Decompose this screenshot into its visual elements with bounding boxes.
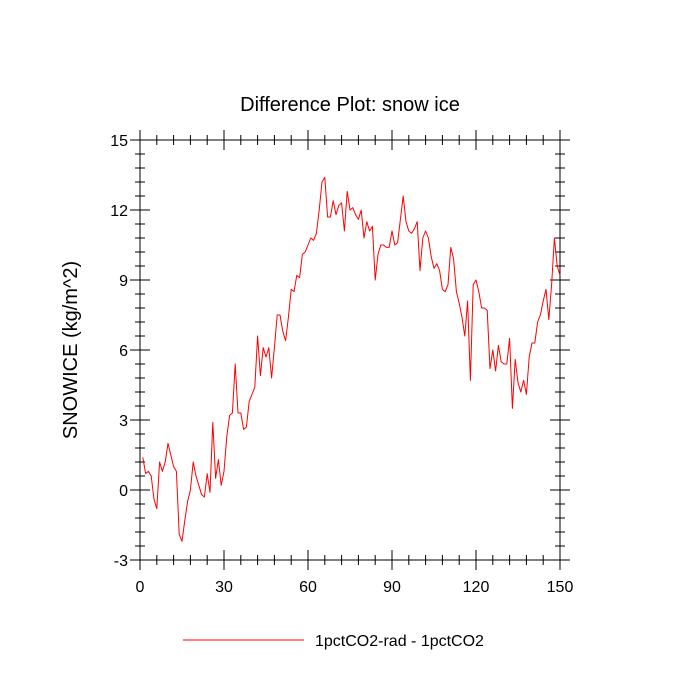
y-tick-label: 0: [119, 483, 128, 500]
y-tick-label: 3: [119, 413, 128, 430]
x-tick-label: 150: [547, 579, 574, 596]
y-tick-label: 9: [119, 273, 128, 290]
y-axis-label: SNOWICE (kg/m^2): [60, 261, 82, 439]
chart-title: Difference Plot: snow ice: [240, 94, 460, 116]
axis-ticks: [130, 130, 570, 570]
x-tick-label: 120: [463, 579, 490, 596]
plot-frame: [139, 139, 561, 561]
legend-label: 1pctCO2-rad - 1pctCO2: [315, 633, 484, 650]
y-tick-label: -3: [114, 553, 128, 570]
y-tick-label: 15: [110, 133, 128, 150]
x-tick-label: 60: [299, 579, 317, 596]
x-tick-label: 0: [136, 579, 145, 596]
y-tick-label: 12: [110, 203, 128, 220]
x-tick-label: 30: [215, 579, 233, 596]
axis-tick-labels: 0 30 60 90 120 150 -3 0 3 6 9 12 15: [110, 133, 573, 596]
y-tick-label: 6: [119, 343, 128, 360]
series-line: [142, 176, 561, 542]
legend: 1pctCO2-rad - 1pctCO2: [183, 633, 484, 650]
x-tick-label: 90: [383, 579, 401, 596]
